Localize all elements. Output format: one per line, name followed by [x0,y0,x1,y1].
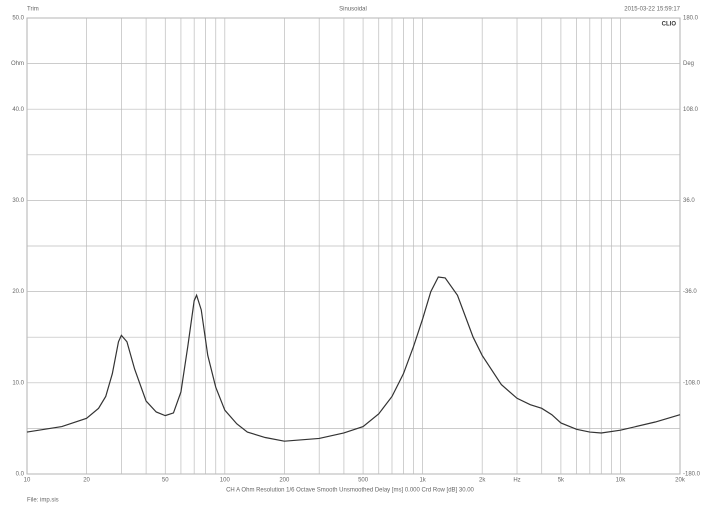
footer: CH A Ohm Resolution 1/6 Octave Smooth Un… [226,488,474,494]
y2-tick-label: 36.0 [683,198,695,204]
x-tick-label: 2k [479,478,486,484]
y2-tick-label: -180.0 [683,472,701,478]
y-tick-label: 10.0 [12,380,24,386]
timestamp: 2015-03-22 15:59:17 [624,7,680,13]
top-left-label: Trim [27,7,39,13]
x-tick-label: 50 [162,478,169,484]
x-tick-label: 10 [24,478,31,484]
logo: CLIO [662,22,677,28]
x-tick-label: 20 [83,478,90,484]
x-tick-label: 200 [279,478,290,484]
x-tick-label: 10k [616,478,627,484]
y2-tick-label: 108.0 [683,107,699,113]
y-tick-label: 0.0 [16,472,25,478]
y-tick-label: 50.0 [12,16,24,22]
y-tick-label: 20.0 [12,289,24,295]
y2-tick-label: -108.0 [683,380,701,386]
x-tick-label: 500 [358,478,369,484]
x-tick-label: 5k [558,478,565,484]
x-tick-label: 1k [419,478,426,484]
x-tick-label: Hz [513,478,520,484]
y-tick-label: 30.0 [12,198,24,204]
y-axis-label: Ohm [11,61,24,67]
y2-axis-label: Deg [683,61,694,67]
y-tick-label: 40.0 [12,107,24,113]
x-tick-label: 20k [675,478,686,484]
impedance-curve [26,276,681,442]
file-label: File: imp.sis [27,498,59,504]
chart-title: Sinusoidal [339,7,367,13]
y2-tick-label: 180.0 [683,16,699,22]
y2-tick-label: -36.0 [683,289,697,295]
x-tick-label: 100 [220,478,231,484]
